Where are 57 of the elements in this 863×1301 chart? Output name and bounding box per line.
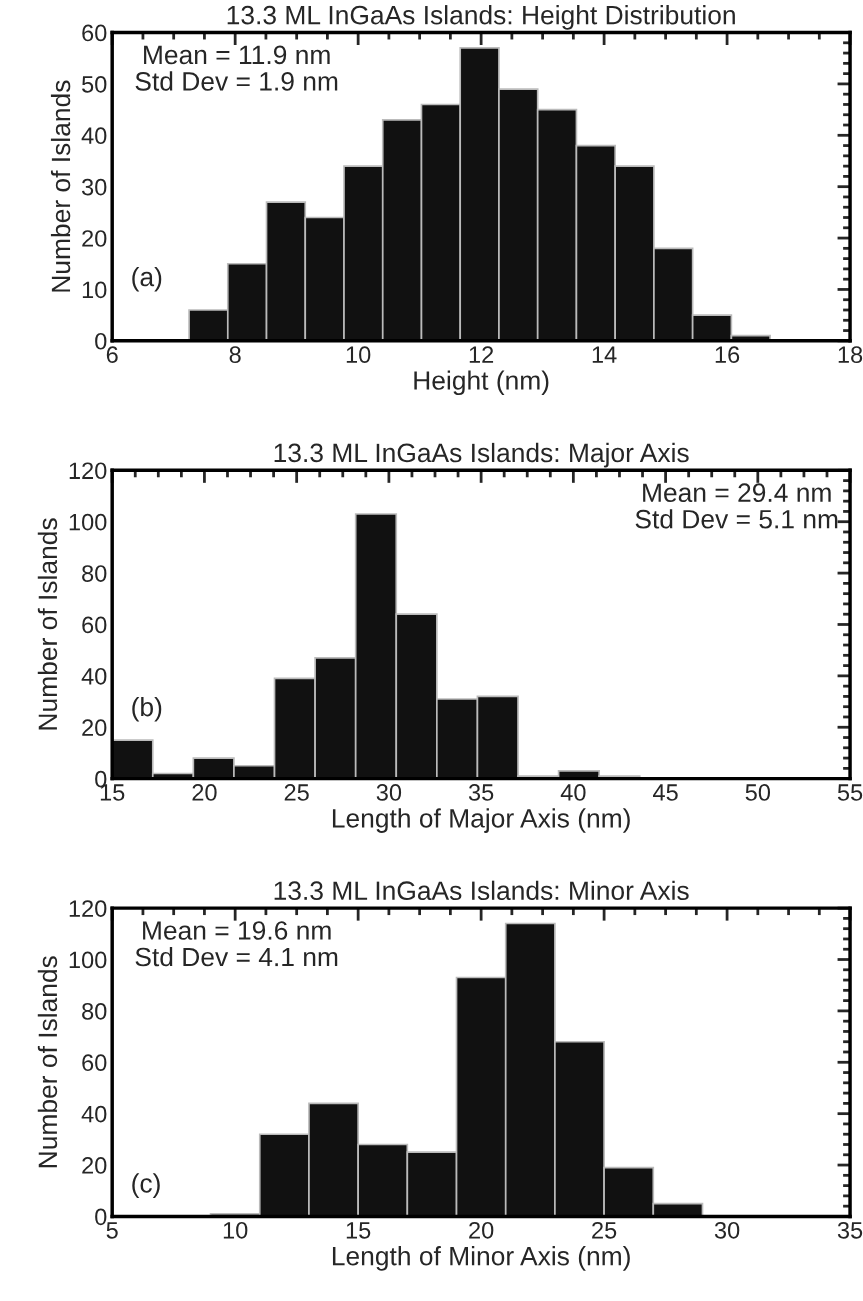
x-tick-label: 40 [560, 784, 586, 801]
x-tick-label: 55 [837, 784, 863, 801]
y-tick-label: 80 [82, 1002, 107, 1020]
x-tick-label: 8 [229, 346, 241, 364]
x-tick-label: 16 [715, 346, 740, 364]
y-tick-label: 20 [82, 719, 107, 737]
x-tick-label: 12 [469, 346, 494, 363]
x-tick-label: 25 [592, 1221, 617, 1239]
y-axis-title: Number of Islands [50, 80, 71, 292]
y-tick-label: 10 [82, 281, 107, 299]
x-tick-label: 35 [837, 1221, 863, 1239]
y-tick-label: 40 [81, 1105, 107, 1123]
x-tick-label: 25 [284, 784, 309, 801]
y-tick-label: 120 [69, 462, 107, 480]
y-tick-label: 60 [82, 1054, 107, 1072]
annotation: Mean = 19.6 nm Std Dev = 4.1 nm [135, 921, 338, 967]
x-tick-label: 10 [223, 1221, 248, 1239]
x-tick-label: 45 [653, 784, 678, 801]
y-axis-title: Number of Islands [37, 956, 58, 1168]
x-tick-label: 15 [346, 1222, 371, 1239]
x-axis-title: Height (nm) [414, 370, 549, 396]
y-tick-label: 40 [81, 127, 107, 145]
x-tick-label: 20 [469, 1221, 494, 1239]
x-tick-label: 50 [745, 784, 771, 801]
y-axis-title: Number of Islands [37, 518, 58, 730]
x-axis-title: Length of Major Axis (nm) [332, 808, 630, 833]
x-axis-title: Length of Minor Axis (nm) [332, 1246, 630, 1271]
y-tick-label: 80 [82, 565, 107, 582]
y-tick-label: 20 [82, 230, 107, 247]
annotation: Mean = 29.4 nm Std Dev = 5.1 nm [635, 483, 838, 529]
annotation: (a) [132, 266, 162, 292]
x-tick-label: 35 [468, 784, 494, 801]
y-tick-label: 20 [82, 1157, 107, 1174]
y-tick-label: 40 [81, 667, 107, 685]
x-tick-label: 10 [346, 346, 371, 364]
x-tick-label: 14 [592, 346, 617, 363]
x-tick-label: 5 [106, 1222, 118, 1239]
chart-title: 13.3 ML InGaAs Islands: Height Distribution [227, 5, 735, 30]
y-tick-label: 0 [95, 332, 107, 350]
annotation: (b) [132, 697, 162, 722]
y-tick-label: 100 [69, 513, 107, 531]
annotation: (c) [132, 1173, 160, 1198]
chart-title: 13.3 ML InGaAs Islands: Major Axis [274, 442, 689, 468]
x-tick-label: 6 [106, 346, 118, 364]
x-tick-label: 18 [838, 346, 863, 364]
y-tick-label: 120 [69, 900, 107, 917]
y-tick-label: 0 [95, 1208, 107, 1226]
chart-title: 13.3 ML InGaAs Islands: Minor Axis [274, 880, 689, 901]
y-tick-label: 50 [82, 75, 107, 93]
y-tick-label: 60 [82, 616, 107, 634]
y-tick-label: 60 [82, 24, 107, 42]
x-tick-label: 30 [714, 1221, 740, 1239]
y-tick-label: 30 [81, 178, 107, 196]
annotation: Mean = 11.9 nm Std Dev = 1.9 nm [135, 45, 338, 91]
x-tick-label: 20 [192, 784, 217, 801]
y-tick-label: 100 [69, 951, 107, 969]
x-tick-label: 30 [376, 784, 402, 801]
